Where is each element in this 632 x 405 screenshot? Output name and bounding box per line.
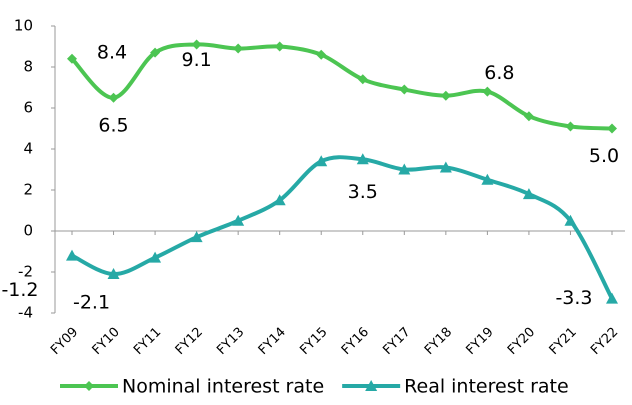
data-point: [67, 53, 77, 64]
x-tick-label: FY15: [297, 325, 330, 358]
data-point: [564, 214, 577, 226]
x-tick-label: FY09: [48, 325, 81, 358]
x-tick-label: FY14: [256, 325, 289, 358]
x-tick-label: FY16: [339, 325, 372, 358]
x-tick-label: FY20: [505, 325, 538, 358]
x-tick-label: FY22: [588, 325, 621, 358]
data-point: [274, 41, 285, 52]
legend-marker: [365, 380, 378, 391]
x-tick-label: FY12: [173, 325, 206, 358]
y-tick-label: 10: [14, 17, 33, 35]
data-point: [273, 194, 286, 206]
data-label: 6.8: [484, 62, 514, 84]
x-tick-label: FY18: [422, 325, 455, 358]
data-point: [233, 43, 244, 54]
x-tick-label: FY13: [214, 325, 247, 358]
data-label: 5.0: [589, 145, 619, 167]
series-line: [71, 155, 614, 300]
data-label: 9.1: [182, 49, 212, 71]
data-point: [482, 86, 493, 97]
data-label: -2.1: [73, 292, 110, 314]
x-tick-label: FY10: [90, 325, 123, 358]
y-tick-label: -2: [18, 263, 33, 281]
y-tick-label: 6: [23, 99, 33, 117]
data-point: [107, 268, 120, 280]
data-point: [191, 39, 202, 50]
data-point: [398, 163, 411, 175]
data-point: [149, 251, 162, 263]
x-tick-label: FY21: [547, 325, 580, 358]
data-label: -3.3: [555, 287, 592, 309]
data-point: [150, 47, 161, 58]
legend-marker: [84, 381, 94, 391]
y-tick-label: 0: [23, 222, 33, 240]
legend-label: Real interest rate: [404, 376, 569, 398]
data-point: [66, 249, 78, 261]
x-tick-label: FY17: [380, 325, 413, 358]
x-tick-label: FY11: [131, 325, 164, 358]
data-point: [190, 231, 203, 243]
data-point: [523, 111, 534, 122]
legend-label: Nominal interest rate: [122, 376, 324, 398]
data-point: [399, 84, 410, 95]
data-point: [108, 92, 119, 103]
data-point: [440, 90, 451, 101]
data-point: [481, 173, 494, 185]
data-point: [232, 214, 245, 226]
data-point: [356, 153, 369, 165]
data-point: [522, 188, 535, 200]
x-tick-label: FY19: [463, 325, 496, 358]
data-point: [565, 121, 576, 132]
data-point: [316, 49, 327, 60]
data-label: 8.4: [97, 41, 127, 63]
data-point: [315, 155, 328, 167]
data-point: [606, 292, 618, 304]
data-point: [607, 123, 617, 134]
data-point: [439, 161, 452, 173]
data-label: 6.5: [98, 114, 128, 136]
y-tick-label: -4: [18, 304, 33, 322]
y-tick-label: 8: [23, 58, 33, 76]
y-tick-label: 4: [23, 140, 33, 158]
data-point: [357, 74, 368, 85]
data-label: 3.5: [348, 181, 378, 203]
y-tick-label: 2: [23, 181, 33, 199]
data-label: -1.2: [1, 279, 38, 301]
